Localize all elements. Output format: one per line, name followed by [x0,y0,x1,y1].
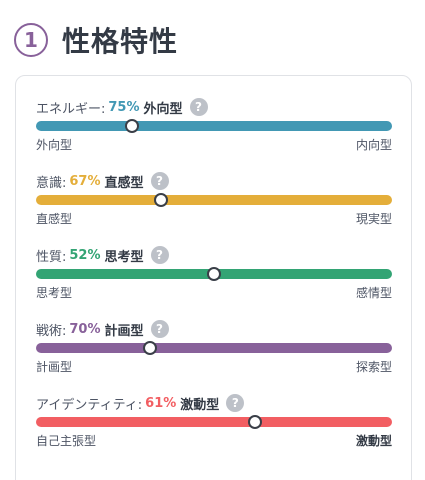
trait-dominant-type: 外向型 [143,101,183,117]
trait-label: 意識: 67% 直感型 ? [36,170,169,192]
trait-ends: 思考型 感情型 [36,284,392,301]
trait-right-label: 感情型 [355,286,392,300]
trait-name: 意識: [36,175,67,191]
trait-right-label: 現実型 [355,212,392,226]
trait-bar [36,193,392,207]
trait-right-label: 激動型 [355,434,392,448]
trait-bar [36,341,392,355]
trait-knob [207,267,221,281]
help-icon[interactable]: ? [189,98,208,116]
trait-name: エネルギー: [36,101,106,117]
trait-name: アイデンティティ: [36,397,143,413]
trait-knob [247,415,262,429]
trait-name: 性質: [36,249,67,265]
trait-knob [142,341,157,355]
trait-label: アイデンティティ: 61% 激動型 ? [36,392,245,414]
trait-percent: 61% [145,395,177,411]
trait-name: 戦術: [36,323,67,339]
trait-bar [36,415,392,429]
trait-percent: 70% [69,321,101,337]
trait-dominant-type: 直感型 [104,175,144,191]
help-icon[interactable]: ? [150,320,169,338]
step-number: 1 [24,28,38,52]
section-title: 性格特性 [62,25,179,58]
trait-label: 性質: 52% 思考型 ? [36,244,169,266]
step-number-badge: 1 [14,23,48,57]
trait-ends: 自己主張型 激動型 [36,432,392,449]
trait-left-label: 外向型 [36,138,73,152]
trait-knob [125,119,140,133]
trait-right-label: 探索型 [355,360,392,374]
trait-label: エネルギー: 75% 外向型 ? [36,96,208,118]
trait-label: 戦術: 70% 計画型 ? [36,318,169,340]
trait-dominant-type: 思考型 [104,249,144,265]
trait-left-label: 思考型 [36,286,73,300]
trait-bar [36,119,392,133]
trait-ends: 直感型 現実型 [36,210,392,227]
traits-card: エネルギー: 75% 外向型 ? 外向型 内向型 意識: 67% 直感型 ? [15,75,412,480]
trait-left-label: 計画型 [36,360,73,374]
help-icon[interactable]: ? [226,394,245,412]
help-icon[interactable]: ? [150,172,169,190]
trait-right-label: 内向型 [355,138,392,152]
trait-ends: 外向型 内向型 [36,136,392,153]
trait-ends: 計画型 探索型 [36,358,392,375]
section-header: 1 性格特性 [14,20,178,60]
trait-percent: 52% [69,247,101,263]
trait-percent: 67% [69,173,101,189]
trait-percent: 75% [108,99,140,115]
trait-left-label: 直感型 [36,212,73,226]
trait-dominant-type: 激動型 [180,397,220,413]
help-icon[interactable]: ? [150,246,169,264]
trait-knob [153,193,168,207]
trait-dominant-type: 計画型 [104,323,144,339]
trait-left-label: 自己主張型 [36,434,97,448]
trait-bar [36,267,392,281]
